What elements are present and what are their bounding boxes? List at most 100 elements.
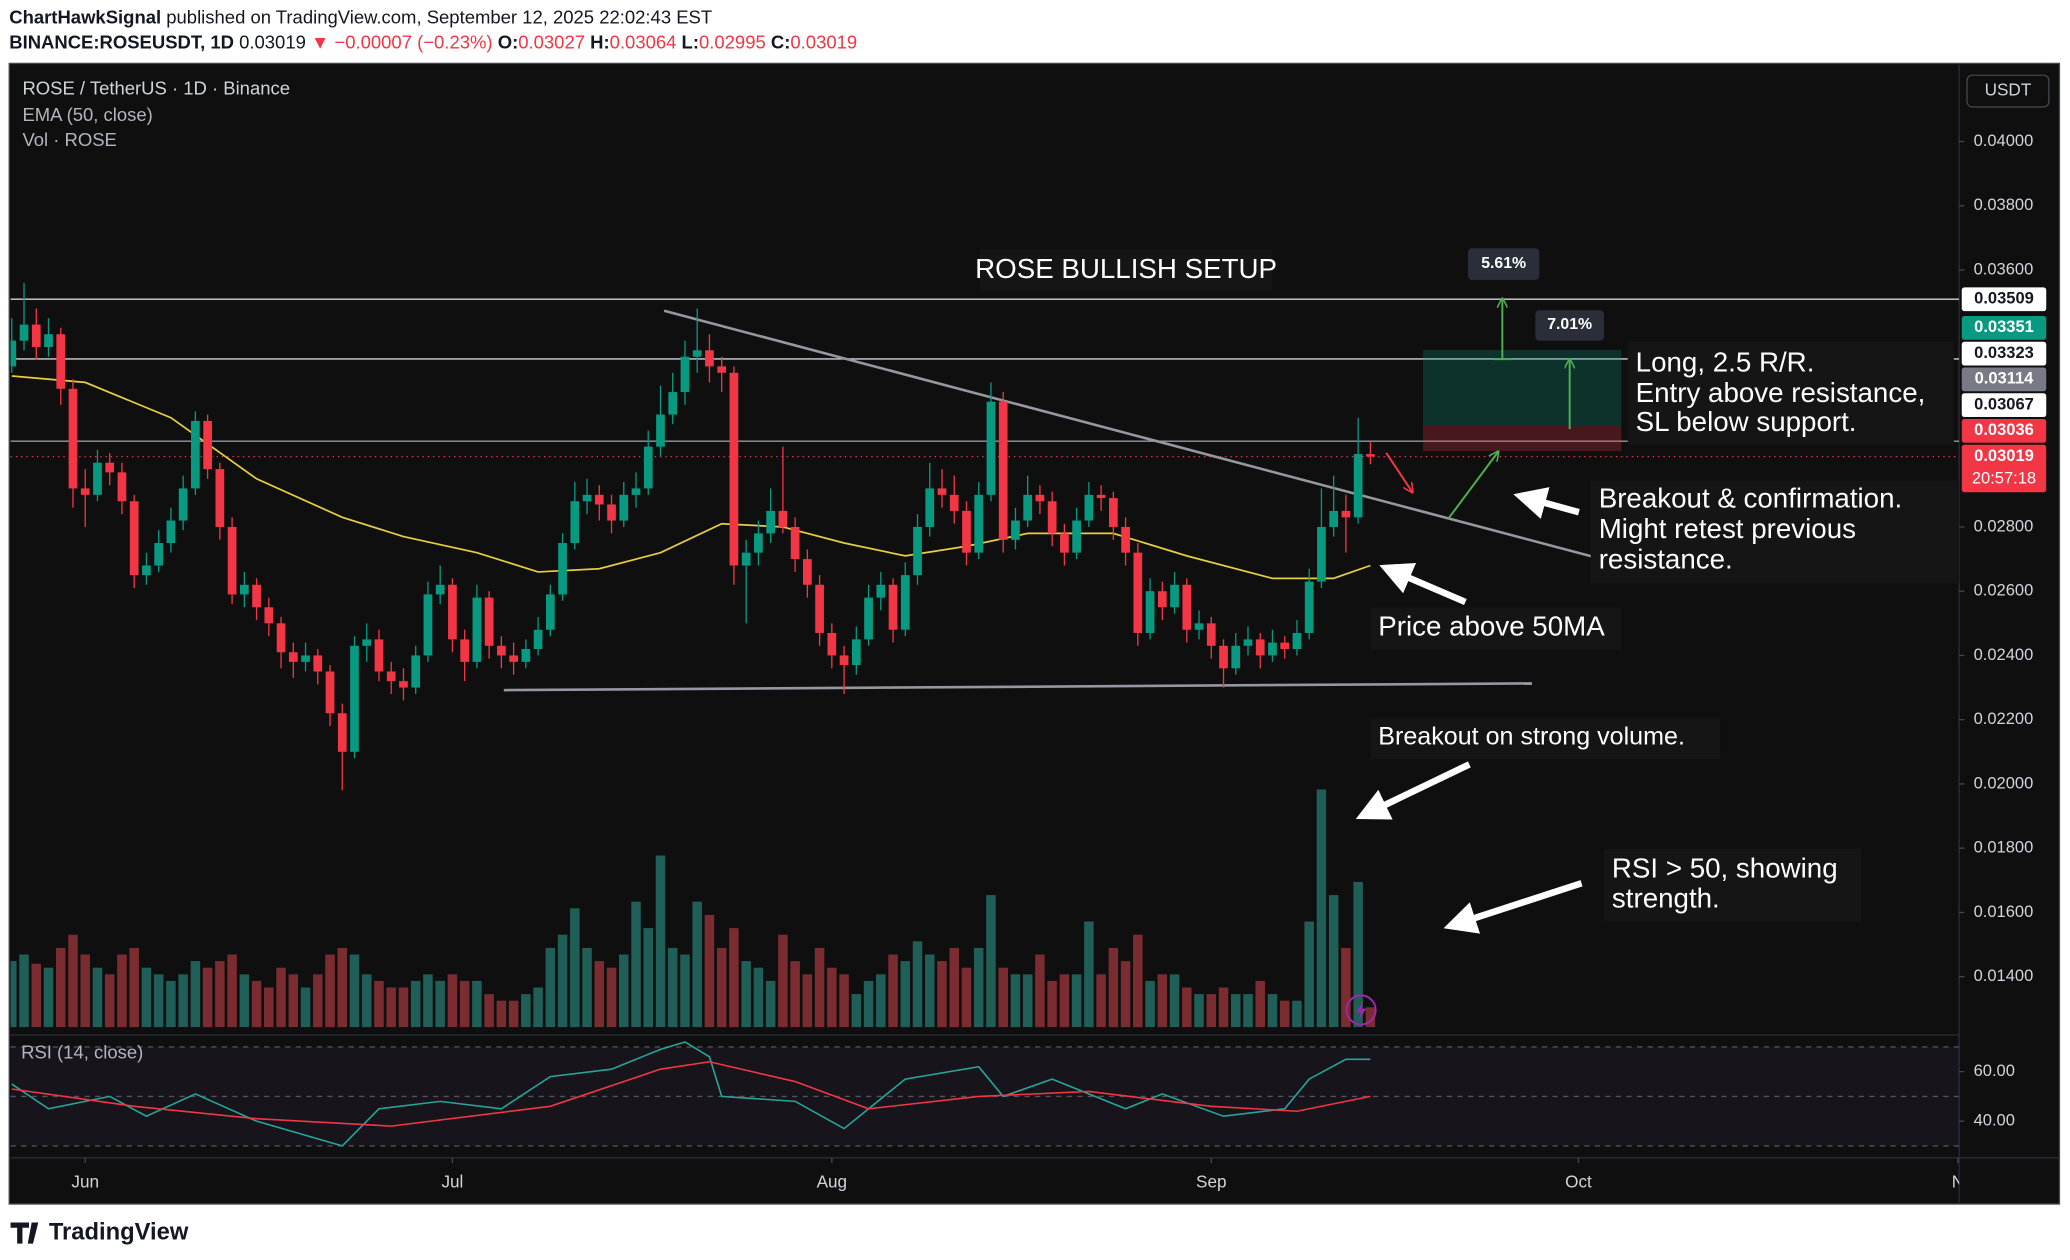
position-target [1423, 349, 1622, 427]
candle-body [619, 494, 629, 521]
x-tick-label: Oct [1565, 1171, 1592, 1191]
legend-symbol: ROSE / TetherUS · 1D · Binance [22, 78, 290, 99]
candle-body [154, 543, 164, 566]
volume-bar [264, 987, 274, 1028]
volume-bar [227, 954, 237, 1028]
volume-bar [178, 974, 188, 1028]
volume-bar [153, 974, 164, 1028]
candle-body [325, 671, 335, 714]
alert-icon[interactable] [1345, 994, 1377, 1026]
pct-badge [1468, 248, 1540, 280]
ohlc-key: L: [682, 31, 699, 52]
volume-bar [973, 947, 984, 1028]
volume-bar [1316, 789, 1327, 1028]
candle-body [851, 639, 861, 666]
volume-bar [141, 967, 152, 1028]
chart-frame [8, 62, 2061, 1205]
volume-bar [386, 987, 396, 1028]
candle-body [1023, 494, 1033, 521]
volume-bar [190, 961, 201, 1028]
ohlc-key: C: [771, 31, 791, 52]
legend-volume: Vol · ROSE [22, 129, 116, 150]
volume-bar [104, 974, 115, 1028]
candle-body [962, 510, 971, 553]
candle-body [888, 584, 898, 630]
candle-body [680, 356, 690, 393]
volume-bar [19, 954, 29, 1028]
volume-bar [435, 980, 445, 1028]
candle-body [386, 671, 396, 682]
volume-bar [802, 974, 813, 1028]
volume-bar [337, 947, 348, 1028]
volume-bar [1304, 921, 1314, 1028]
volume-bar [582, 947, 592, 1028]
candle-body [778, 510, 788, 527]
candle-body [729, 372, 739, 566]
volume-bar [814, 947, 825, 1028]
volume-bar [276, 967, 286, 1028]
candle-body [594, 494, 604, 505]
candle-body [607, 504, 616, 521]
candle-body [1243, 639, 1253, 646]
candle-body [815, 584, 824, 633]
volume-bar [643, 928, 653, 1028]
note-line: Entry above resistance, [1636, 377, 1926, 408]
axes: 0.04000 0.03800 0.03600 0.02800 0.02600 0.024… [71, 132, 2047, 1191]
volume-bar [1194, 994, 1204, 1028]
volume-bar [361, 974, 372, 1028]
price-badge [1961, 393, 2047, 418]
volume-bar [1292, 1000, 1302, 1028]
volume-bar [508, 1000, 519, 1028]
candle-body [656, 414, 665, 447]
volume-bar [1059, 974, 1070, 1028]
price-badge-label: 0.03114 [1975, 370, 2035, 388]
candle-body [166, 520, 176, 544]
volume-bar [325, 954, 335, 1028]
candle-body [1366, 454, 1375, 457]
volume-bar [484, 994, 494, 1028]
candle-body [105, 462, 115, 473]
candle-body [582, 494, 592, 502]
volume-bar [1182, 987, 1192, 1028]
price-badge-label: 0.03323 [1974, 344, 2034, 362]
last-price: 0.03019 [239, 31, 306, 52]
candle-body [1157, 591, 1167, 608]
volume-bar [1010, 974, 1021, 1028]
candle-body [545, 594, 555, 630]
volume-bar [215, 961, 225, 1028]
volume-bar [545, 947, 556, 1028]
candle-body [1011, 520, 1020, 540]
volume-bar [166, 980, 176, 1028]
x-tick-label: Jul [441, 1171, 463, 1191]
candle-body [1047, 501, 1057, 534]
volume-bar [349, 954, 360, 1028]
volume-bar [472, 980, 482, 1028]
volume-bar [1230, 994, 1241, 1028]
volume-bar [1035, 954, 1045, 1028]
candle-body [1170, 584, 1179, 608]
candle-body [56, 334, 66, 389]
price-badge-label: 0.03036 [1974, 421, 2034, 439]
currency-button[interactable] [1966, 74, 2050, 108]
volume-bar [863, 980, 874, 1028]
candle-body [337, 713, 347, 752]
candle-body [900, 575, 910, 630]
volume-bar [1341, 947, 1351, 1028]
symbol: BINANCE:ROSEUSDT, 1D [9, 31, 234, 52]
volume-bar [447, 974, 458, 1028]
note-box [1370, 718, 1721, 760]
note-arrow [1443, 880, 1583, 934]
x-tick-label: N [1952, 1171, 1964, 1191]
note-box [1627, 341, 1954, 445]
volume-bar [117, 954, 127, 1028]
volume-bar [888, 954, 898, 1028]
volume-bar [741, 961, 751, 1028]
volume-bar [778, 934, 788, 1028]
candle-body [1231, 645, 1241, 669]
publish-line: ChartHawkSignal published on TradingView… [9, 6, 712, 27]
volume-bar [1218, 987, 1229, 1028]
ohlc-key: O: [498, 31, 519, 52]
note-line: Might retest previous [1599, 513, 1856, 544]
volume-bar [1169, 974, 1180, 1028]
candle-body [399, 681, 408, 688]
